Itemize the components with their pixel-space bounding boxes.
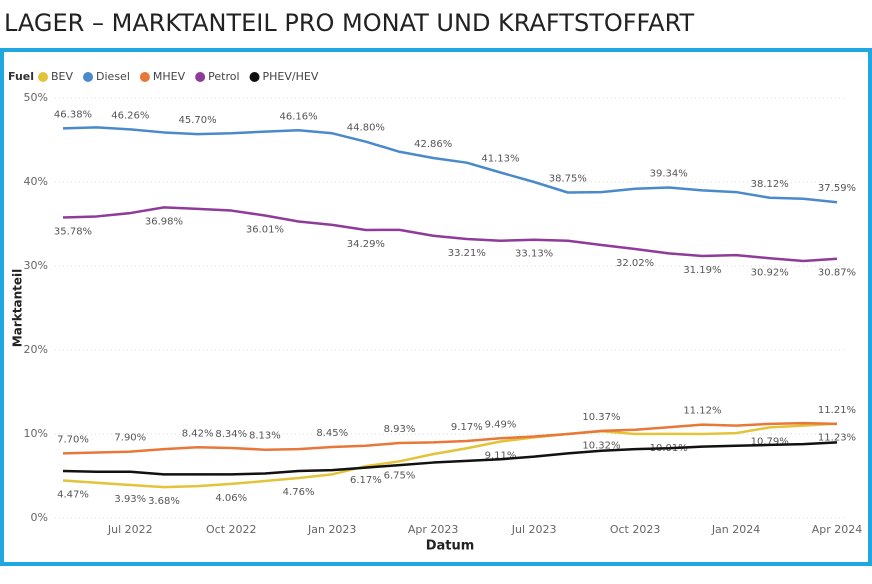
x-tick-label: Jan 2023: [307, 523, 356, 536]
data-label: 37.59%: [818, 183, 856, 194]
legend-marker: [83, 72, 94, 82]
data-label: 3.93%: [114, 494, 146, 505]
data-label: 9.17%: [451, 422, 483, 433]
x-tick-label: Jul 2023: [511, 523, 557, 536]
series-line: [62, 421, 838, 455]
data-label: 36.98%: [145, 216, 183, 227]
y-tick-label: 50%: [24, 91, 48, 104]
series-line: [62, 422, 838, 489]
data-label: 44.80%: [347, 123, 385, 134]
data-label: 35.78%: [54, 226, 92, 237]
data-label: 32.02%: [616, 258, 654, 269]
frame: [0, 48, 872, 566]
series-line: [62, 126, 838, 204]
data-label: 9.11%: [485, 450, 517, 461]
data-label: 8.13%: [249, 431, 281, 442]
legend-label: BEV: [51, 70, 73, 83]
data-label: 38.12%: [751, 179, 789, 190]
data-label: 46.16%: [279, 111, 317, 122]
x-tick-label: Apr 2023: [408, 523, 459, 536]
data-label: 6.75%: [384, 470, 416, 481]
data-label: 8.34%: [215, 429, 247, 440]
data-label: 8.42%: [182, 428, 214, 439]
data-label: 34.29%: [347, 239, 385, 250]
y-tick-label: 40%: [24, 175, 48, 188]
x-tick-label: Apr 2024: [812, 523, 863, 536]
chart-title: LAGER – MARKTANTEIL PRO MONAT UND KRAFTS…: [4, 9, 694, 37]
legend-label: MHEV: [153, 70, 186, 83]
legend-marker: [139, 72, 150, 82]
y-axis-label: Marktanteil: [11, 269, 25, 347]
legend-label: PHEV/HEV: [263, 70, 319, 83]
series-line: [62, 206, 838, 263]
data-label: 3.68%: [148, 496, 180, 507]
data-label: 38.75%: [549, 174, 587, 185]
legend-marker: [195, 72, 206, 82]
data-label: 30.87%: [818, 268, 856, 279]
data-label: 11.23%: [818, 433, 856, 444]
x-tick-label: Oct 2022: [206, 523, 257, 536]
data-label: 4.06%: [215, 493, 247, 504]
data-label: 41.13%: [481, 154, 519, 165]
data-label: 45.70%: [179, 115, 217, 126]
data-label: 46.38%: [54, 109, 92, 120]
data-label: 31.19%: [683, 265, 721, 276]
legend-label: Diesel: [96, 70, 130, 83]
data-label: 4.76%: [283, 487, 315, 498]
data-label: 11.12%: [683, 406, 721, 417]
y-tick-label: 10%: [24, 427, 48, 440]
data-label: 7.70%: [57, 434, 89, 445]
data-label: 8.45%: [316, 428, 348, 439]
data-label: 7.90%: [114, 433, 146, 444]
data-label: 33.21%: [448, 248, 486, 259]
data-label: 36.01%: [246, 225, 284, 236]
data-label: 10.37%: [582, 412, 620, 423]
y-tick-label: 0%: [31, 511, 48, 524]
x-tick-label: Jan 2024: [711, 523, 760, 536]
data-label: 9.49%: [485, 419, 517, 430]
data-label: 10.79%: [751, 436, 789, 447]
data-label: 4.47%: [57, 489, 89, 500]
data-label: 8.93%: [384, 424, 416, 435]
legend-label: Petrol: [208, 70, 239, 83]
data-label: 6.17%: [350, 475, 382, 486]
x-axis-label: Datum: [426, 539, 475, 554]
data-label: 30.92%: [751, 267, 789, 278]
y-tick-label: 20%: [24, 343, 48, 356]
y-tick-label: 30%: [24, 259, 48, 272]
data-label: 11.21%: [818, 405, 856, 416]
data-label: 10.32%: [582, 440, 620, 451]
legend-marker: [249, 72, 260, 82]
x-tick-label: Oct 2023: [610, 523, 661, 536]
data-label: 46.26%: [111, 110, 149, 121]
data-label: 39.34%: [650, 169, 688, 180]
data-label: 42.86%: [414, 139, 452, 150]
series-line: [62, 441, 838, 476]
legend-marker: [38, 72, 48, 82]
x-tick-label: Jul 2022: [107, 523, 153, 536]
data-label: 33.13%: [515, 249, 553, 260]
legend-title: Fuel: [8, 70, 34, 83]
